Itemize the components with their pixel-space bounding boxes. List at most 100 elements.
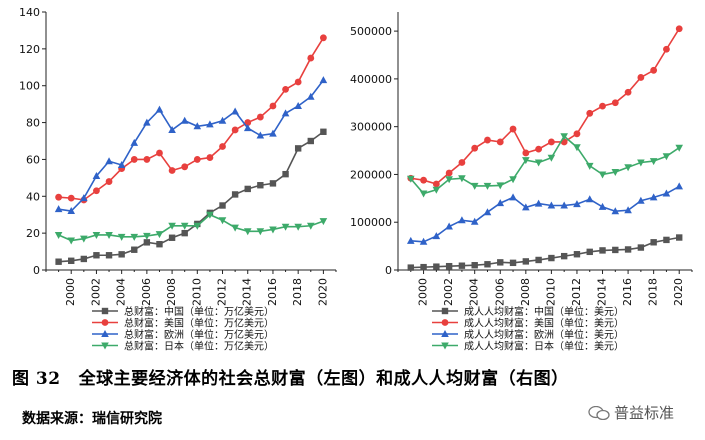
y-tick-label: 500000 [350,25,392,38]
x-tick-label: 2004 [468,278,481,306]
legend-label: 总财富：美国（单位：万亿美元） [124,317,274,330]
data-point [155,231,164,239]
data-point [599,102,606,110]
data-point [662,189,671,197]
x-tick-label: 2016 [621,278,634,306]
data-point [611,169,620,177]
data-point [105,231,113,239]
data-point [573,251,581,258]
legend-marker [441,342,449,350]
data-point [483,182,492,190]
legend-entry: 总财富：中国（单位：万亿美元） [92,305,274,318]
data-point [193,122,202,130]
data-point [269,129,277,137]
legend-entry: 成人人均财富：中国（单位：美元） [432,305,624,318]
data-point [105,157,113,165]
legend-entry: 成人人均财富：欧洲（单位：美元） [432,328,624,341]
data-point [535,256,542,264]
x-tick-label: 2000 [64,278,77,306]
data-point [573,144,581,152]
data-point [257,182,264,189]
data-point [231,224,239,232]
data-point [650,239,657,246]
data-point [282,86,289,93]
data-point [534,159,543,167]
x-tick-label: 2014 [241,278,254,306]
legend-entry: 成人人均财富：美国（单位：美元） [432,317,624,330]
series-square [407,234,683,271]
data-point [560,133,568,141]
data-point [193,156,201,163]
data-point [509,193,517,201]
x-tick-label: 2010 [190,278,203,306]
y-tick-label: 120 [19,43,40,56]
data-point [599,247,606,254]
data-point [458,175,466,183]
series-line [410,185,680,243]
legend-label: 总财富：日本（单位：万亿美元） [124,340,274,353]
data-point [243,228,252,236]
data-point [420,263,427,271]
data-point [130,233,139,241]
data-point [432,186,441,194]
y-tick-label: 100000 [350,216,392,229]
data-point [419,190,428,198]
data-point [218,116,227,124]
data-point [243,124,252,132]
data-point [560,252,568,260]
data-point [598,202,607,210]
data-point [93,252,100,259]
data-point [306,92,315,100]
x-tick-label: 2020 [316,278,329,306]
data-point [231,107,239,115]
data-point [218,217,227,225]
data-point [432,180,440,188]
data-point [269,102,277,110]
data-point [445,169,453,177]
legend-marker [441,319,449,326]
y-tick-label: 400000 [350,73,392,86]
data-point [319,76,328,84]
data-point [406,236,415,244]
data-point [80,194,88,202]
data-point [244,185,251,193]
data-point [624,164,632,172]
data-point [67,237,76,245]
data-point [585,195,594,203]
y-tick-label: 0 [33,264,40,277]
x-tick-label: 2012 [570,278,583,306]
data-point [547,138,555,146]
x-tick-label: 2018 [647,278,660,306]
data-point [637,196,645,204]
legend-label: 总财富：欧洲（单位：万亿美元） [124,328,274,341]
x-tick-label: 2004 [115,278,128,306]
legend-entry: 成人人均财富：日本（单位：美元） [432,340,624,353]
data-point [180,116,189,124]
data-point [522,157,530,165]
data-point [206,154,214,161]
data-point [93,187,100,195]
series-triangle-down [54,211,328,245]
x-tick-label: 2006 [140,278,153,306]
figure-caption: 图 32 全球主要经济体的社会总财富（左图）和成人人均财富（右图） [12,364,569,389]
data-point [535,145,543,153]
data-point [534,199,543,207]
data-point [67,207,76,215]
x-tick-label: 2002 [89,278,102,306]
data-point [281,109,290,117]
y-tick-label: 40 [26,190,40,203]
data-point [168,234,176,241]
caption-number: 图 32 [12,369,61,389]
data-point [54,231,63,239]
data-point [319,34,327,42]
data-point [586,109,594,117]
data-point [624,88,632,96]
data-source: 数据来源：瑞信研究院 [22,411,162,427]
y-tick-label: 60 [26,153,40,166]
data-point [92,231,101,239]
data-point [675,25,683,33]
y-tick-label: 80 [26,117,40,130]
legend-label: 总财富：中国（单位：万亿美元） [124,305,274,318]
data-point [130,138,139,146]
